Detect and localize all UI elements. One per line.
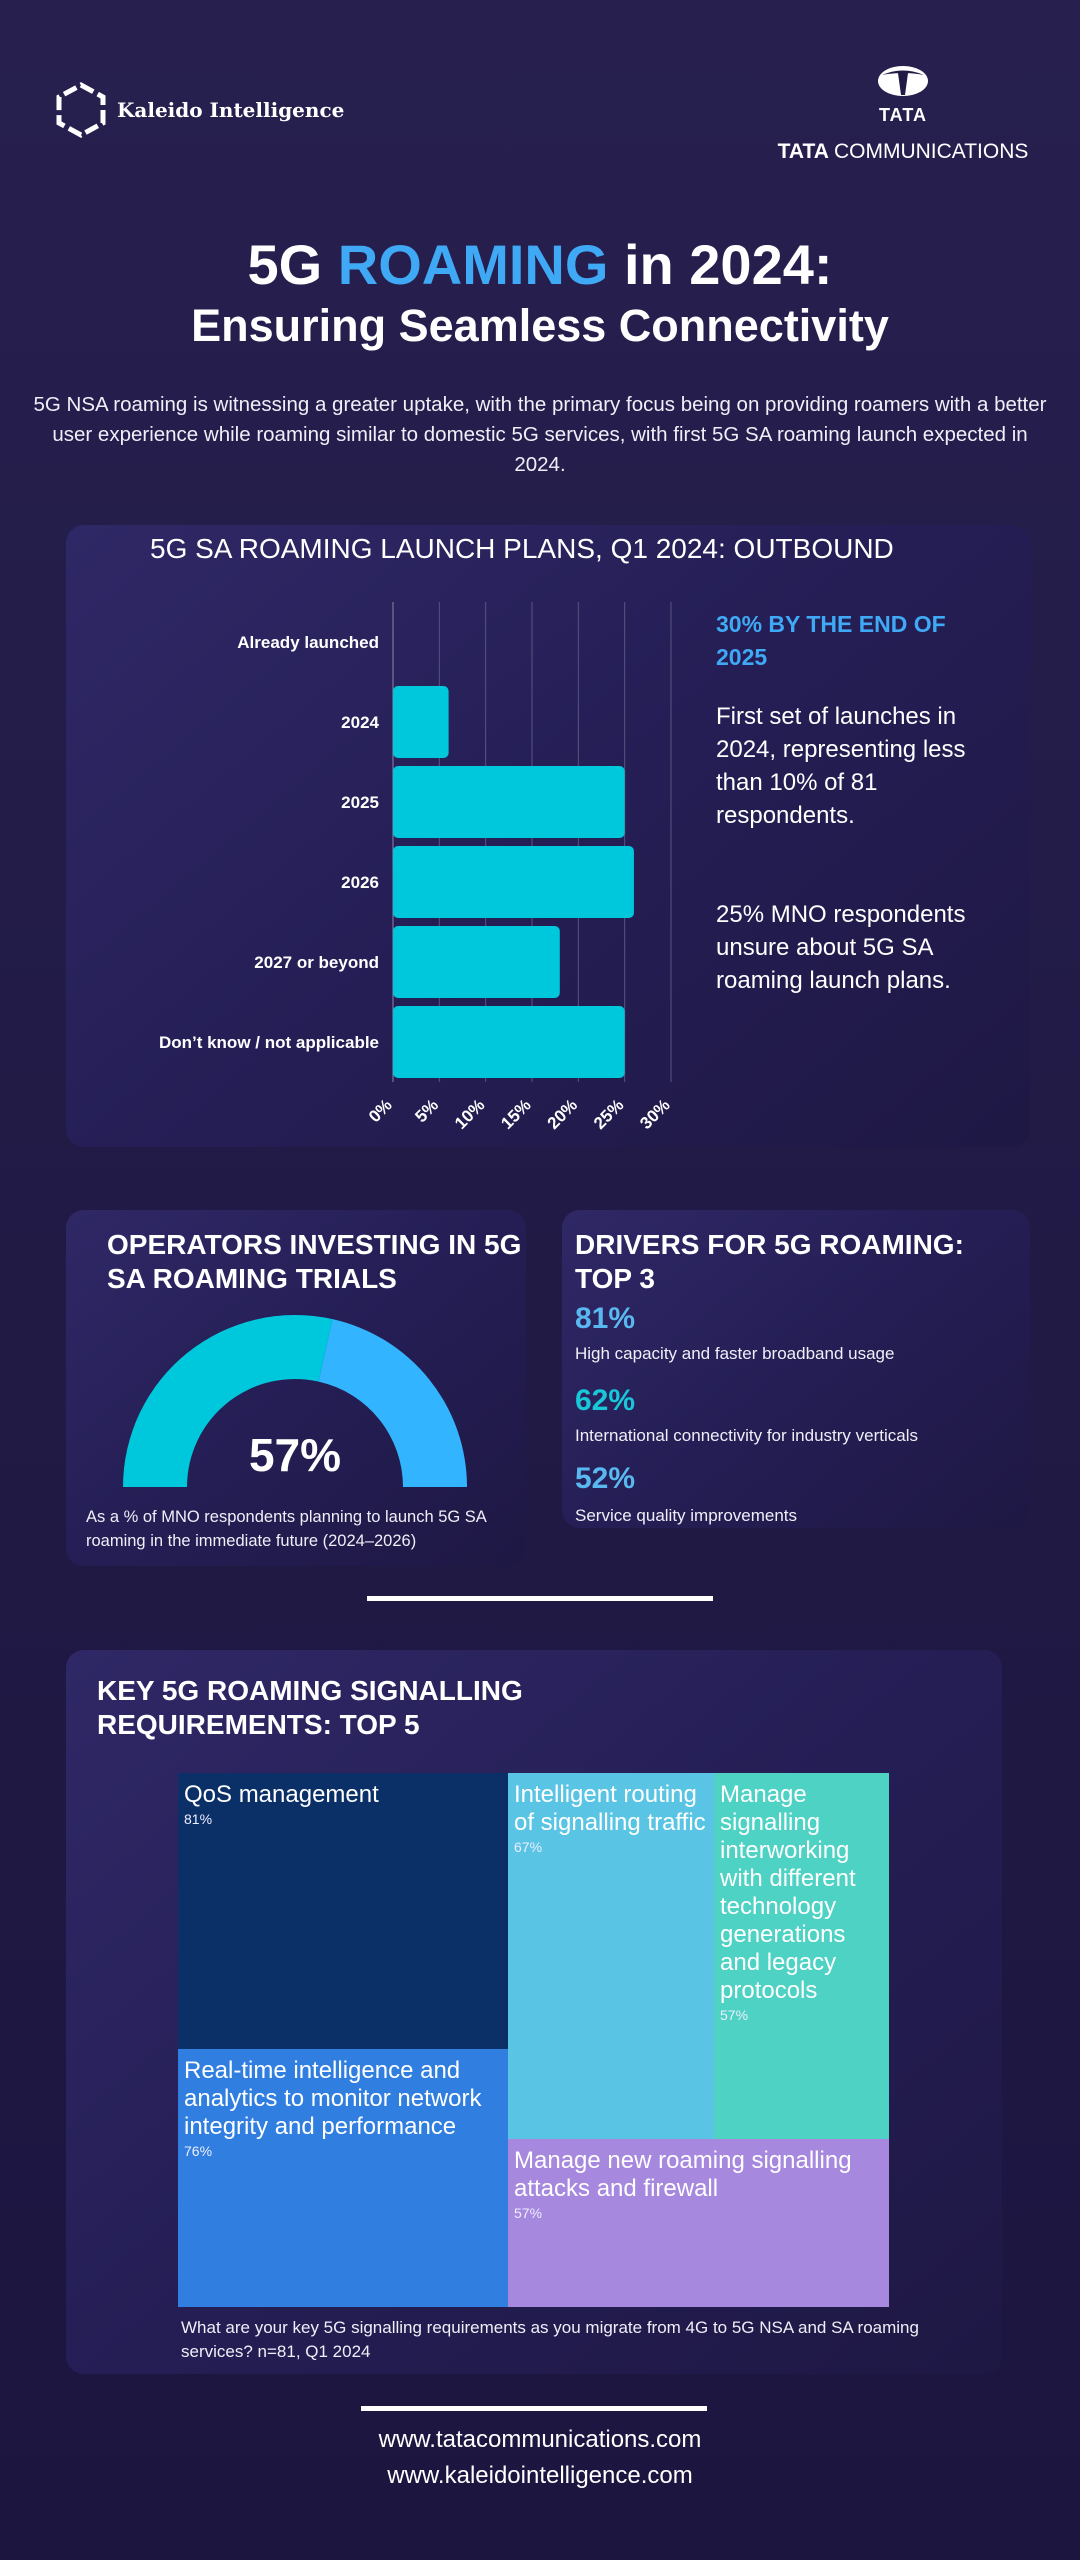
- tata-emblem-icon: [878, 66, 928, 96]
- driver-2-pct: 62%: [575, 1384, 636, 1417]
- kaleido-hexagon-icon: [56, 82, 106, 138]
- bar: [393, 766, 625, 838]
- tile-label: Intelligent routing of signalling traffi…: [514, 1781, 706, 1836]
- y-category-label: Already launched: [237, 633, 379, 652]
- bar: [393, 846, 634, 918]
- trials-title: OPERATORS INVESTING IN 5G SA ROAMING TRI…: [107, 1229, 522, 1294]
- title-accent: ROAMING: [337, 233, 609, 296]
- tile-pct: 67%: [514, 1839, 543, 1855]
- treemap-tile-realtime: Real-time intelligence and analytics to …: [178, 2049, 508, 2307]
- launch-bar-chart: 0% 5% 10% 15% 20% 25% 30% Already launched 2024 2…: [159, 602, 674, 1130]
- kaleido-logo-text: Kaleido Intelligence: [117, 98, 345, 122]
- x-tick-label: 0%: [365, 1095, 396, 1126]
- x-tick-label: 30%: [636, 1095, 673, 1130]
- x-tick-label: 25%: [590, 1095, 627, 1130]
- treemap-tile-firewall: Manage new roaming signalling attacks an…: [508, 2139, 889, 2307]
- x-tick-label: 15%: [497, 1095, 534, 1130]
- gauge-value: 57%: [248, 1429, 342, 1481]
- footer-url-kaleido[interactable]: www.kaleidointelligence.com: [387, 2462, 693, 2489]
- tile-label: Real-time intelligence and analytics to …: [184, 2057, 482, 2140]
- launch-chart-title: 5G SA ROAMING LAUNCH PLANS, Q1 2024: OUT…: [150, 533, 894, 564]
- tile-pct: 57%: [514, 2205, 543, 2221]
- tata-communications-wordmark: TATA COMMUNICATIONS: [772, 140, 1034, 164]
- bar: [393, 1006, 625, 1078]
- section-divider: [367, 1596, 713, 1601]
- driver-1-label: High capacity and faster broadband usage: [575, 1344, 895, 1363]
- tile-label: QoS management: [184, 1781, 379, 1808]
- driver-2-label: International connectivity for industry …: [575, 1426, 918, 1445]
- tile-pct: 81%: [184, 1811, 213, 1827]
- footer-url-tata[interactable]: www.tatacommunications.com: [378, 2426, 702, 2453]
- tile-label: Manage signalling interworking with diff…: [720, 1781, 856, 2004]
- y-category-label: 2027 or beyond: [254, 953, 379, 972]
- tata-comm-bold: TATA: [777, 140, 829, 163]
- page-subtitle: Ensuring Seamless Connectivity: [191, 300, 889, 351]
- drivers-card: [562, 1210, 1030, 1528]
- driver-3-pct: 52%: [575, 1462, 636, 1495]
- x-tick-label: 10%: [451, 1095, 488, 1130]
- footer-divider: [361, 2406, 707, 2411]
- tata-wordmark: TATA: [879, 105, 927, 125]
- y-category-label: 2026: [341, 873, 379, 892]
- driver-1-pct: 81%: [575, 1302, 636, 1335]
- bar: [393, 926, 560, 998]
- x-tick-label: 20%: [544, 1095, 581, 1130]
- trials-gauge: [123, 1315, 467, 1487]
- tata-logo: TATA TATA COMMUNICATIONS: [772, 64, 1034, 164]
- title-prefix: 5G: [247, 233, 338, 296]
- treemap-tile-interworking: Manage signalling interworking with diff…: [714, 1773, 889, 2139]
- treemap-tile-routing: Intelligent routing of signalling traffi…: [508, 1773, 714, 2139]
- tile-pct: 76%: [184, 2143, 213, 2159]
- intro-paragraph: 5G NSA roaming is witnessing a greater u…: [33, 393, 1047, 476]
- x-tick-label: 5%: [411, 1095, 442, 1126]
- signalling-caption: What are your key 5G signalling requirem…: [181, 2318, 919, 2361]
- tile-pct: 57%: [720, 2007, 749, 2023]
- tata-comm-rest: COMMUNICATIONS: [833, 140, 1029, 163]
- driver-3-label: Service quality improvements: [575, 1506, 798, 1525]
- trials-caption: As a % of MNO respondents planning to la…: [86, 1508, 486, 1550]
- launch-note-headline: 30% BY THE END OF 2025: [716, 611, 946, 670]
- y-category-label: 2025: [341, 793, 379, 812]
- y-category-label: 2024: [341, 713, 379, 732]
- kaleido-logo: Kaleido Intelligence: [55, 82, 344, 138]
- gauge-segment-remainder: [318, 1319, 467, 1487]
- bar: [393, 686, 449, 758]
- signalling-title: KEY 5G ROAMING SIGNALLING REQUIREMENTS: …: [97, 1675, 523, 1740]
- drivers-title: DRIVERS FOR 5G ROAMING: TOP 3: [575, 1229, 964, 1294]
- tile-label: Manage new roaming signalling attacks an…: [514, 2147, 852, 2202]
- launch-note-second: 25% MNO respondents unsure about 5G SA r…: [716, 901, 966, 994]
- y-category-label: Don’t know / not applicable: [159, 1033, 379, 1052]
- launch-note-first: First set of launches in 2024, represent…: [716, 703, 966, 829]
- trials-card: [66, 1210, 526, 1566]
- page-title: 5G ROAMING in 2024:: [0, 232, 1080, 297]
- treemap-tile-qos: QoS management 81%: [178, 1773, 508, 2049]
- gauge-segment-value: [123, 1315, 333, 1487]
- title-suffix: in 2024:: [608, 233, 833, 296]
